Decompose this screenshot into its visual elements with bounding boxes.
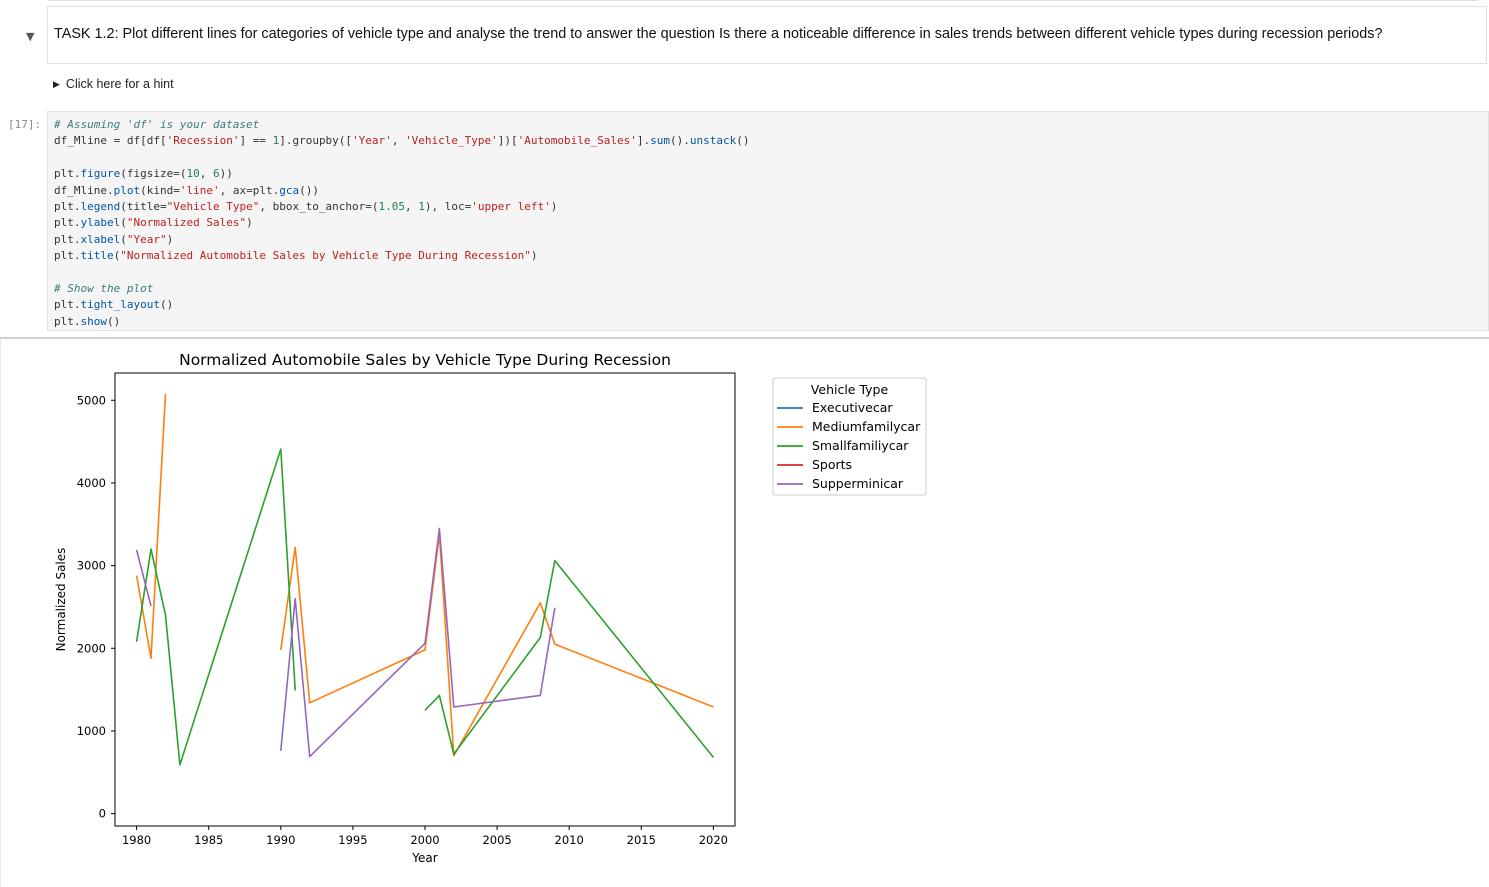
code-line: plt.title("Normalized Automobile Sales b…	[54, 249, 538, 263]
y-tick-label: 0	[99, 807, 106, 821]
y-tick-label: 1000	[77, 724, 106, 738]
y-tick-label: 5000	[77, 393, 106, 407]
code-line: plt.legend(title="Vehicle Type", bbox_to…	[54, 200, 558, 214]
x-tick-label: 2015	[627, 833, 656, 847]
line-chart: Normalized Automobile Sales by Vehicle T…	[54, 351, 927, 865]
legend-box	[772, 377, 927, 496]
x-tick-label: 2000	[410, 833, 439, 847]
code-line: # Assuming 'df' is your dataset	[54, 118, 260, 131]
legend-label-mediumfamilycar: Mediumfamilycar	[812, 419, 921, 434]
series-line-mediumfamilycar-0	[135, 393, 167, 660]
y-tick-label: 4000	[77, 476, 106, 490]
x-tick-label: 2010	[555, 833, 584, 847]
x-tick-label: 2005	[482, 833, 511, 847]
code-line: df_Mline.plot(kind='line', ax=plt.gca())	[54, 183, 319, 197]
execution-count: [17]:	[8, 118, 42, 131]
code-line: plt.show()	[54, 314, 121, 328]
y-axis-label: Normalized Sales	[54, 548, 68, 652]
code-line: # Show the plot	[54, 282, 154, 296]
legend-title: Vehicle Type	[811, 382, 889, 397]
code-line: plt.tight_layout()	[54, 298, 174, 312]
series-line-mediumfamilycar-1	[280, 533, 714, 757]
y-tick-label: 2000	[77, 641, 106, 655]
legend-label-supperminicar: Supperminicar	[812, 476, 904, 491]
series-line-supperminicar-0	[135, 549, 152, 607]
chart-title: Normalized Automobile Sales by Vehicle T…	[179, 351, 671, 369]
legend-label-executivecar: Executivecar	[812, 400, 893, 415]
code-line: plt.xlabel("Year")	[54, 232, 174, 246]
y-tick-label: 3000	[77, 559, 106, 573]
x-tick-label: 1990	[266, 833, 295, 847]
series-line-smallfamiliycar-0	[135, 448, 296, 766]
task-title: TASK 1.2: Plot different lines for categ…	[54, 26, 1383, 42]
hint-label[interactable]: Click here for a hint	[65, 77, 174, 91]
x-tick-label: 1985	[194, 833, 223, 847]
series-line-supperminicar-1	[280, 527, 556, 758]
legend-label-sports: Sports	[812, 457, 852, 472]
hint-toggle[interactable]: ▶ Click here for a hint	[53, 77, 174, 91]
triangle-right-icon[interactable]: ▶	[53, 79, 60, 89]
x-tick-label: 1995	[338, 833, 367, 847]
output-border	[0, 339, 1, 887]
series-line-smallfamiliycar-1	[424, 559, 715, 758]
plot-frame	[114, 372, 736, 827]
collapse-toggle[interactable]: ▼	[26, 30, 34, 43]
code-line: df_Mline = df[df['Recession'] == 1].grou…	[54, 134, 750, 148]
markdown-cell[interactable]: TASK 1.2: Plot different lines for categ…	[47, 6, 1487, 64]
x-tick-label: 1980	[122, 833, 151, 847]
top-divider	[48, 0, 1478, 1]
code-line: plt.ylabel("Normalized Sales")	[54, 216, 253, 230]
code-cell[interactable]: # Assuming 'df' is your dataset df_Mline…	[47, 111, 1489, 331]
code-line: plt.figure(figsize=(10, 6))	[54, 167, 233, 181]
legend-label-smallfamiliycar: Smallfamiliycar	[812, 438, 909, 453]
x-tick-label: 2020	[699, 833, 728, 847]
chevron-down-icon[interactable]: ▼	[26, 30, 35, 43]
x-axis-label: Year	[411, 851, 437, 865]
output-separator	[0, 337, 1489, 339]
code-editor[interactable]: # Assuming 'df' is your dataset df_Mline…	[54, 117, 749, 330]
